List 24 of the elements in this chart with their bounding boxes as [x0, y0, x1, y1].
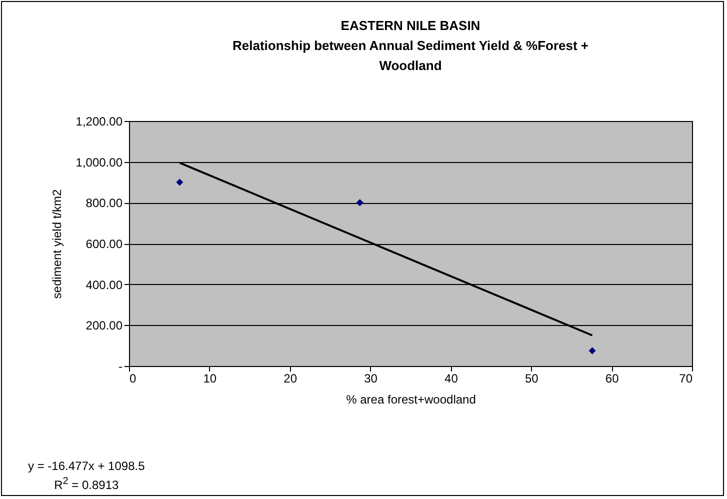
x-tick-label: 0 — [130, 372, 136, 386]
x-tick-label: 40 — [444, 372, 458, 386]
point — [588, 347, 596, 354]
chart-subtitle: Relationship between Annual Sediment Yield & %Forest + Woodland — [232, 38, 589, 73]
x-tick-label: 30 — [364, 372, 378, 386]
x-tick-label: 60 — [605, 372, 620, 386]
y-axis-title: sediment yield t/km2 — [50, 188, 64, 299]
text: y = -16.477x + 1098.5 — [28, 458, 145, 474]
x-axis-title: % area forest+woodland — [346, 392, 476, 406]
point — [176, 178, 184, 186]
y-tick-label: 1,200.00 — [76, 114, 123, 128]
x-tick-label: 20 — [284, 372, 298, 386]
y-tick-label: 1,000.00 — [76, 155, 123, 170]
point — [356, 199, 364, 206]
y-tick-label: 600.00 — [86, 237, 123, 251]
y-tick-label: - — [118, 360, 122, 374]
chart-title: EASTERN NILE BASIN — [340, 18, 480, 33]
text: R$^{2}$ = 0.8913 — [53, 475, 120, 493]
y-tick-label: 800.00 — [86, 196, 123, 210]
y-tick-label: 400.00 — [86, 278, 123, 292]
x-tick-label: 70 — [679, 372, 693, 386]
x-tick-label: 10 — [203, 372, 217, 386]
x-tick-label: 50 — [524, 372, 539, 386]
y-tick-label: 200.00 — [86, 318, 123, 333]
